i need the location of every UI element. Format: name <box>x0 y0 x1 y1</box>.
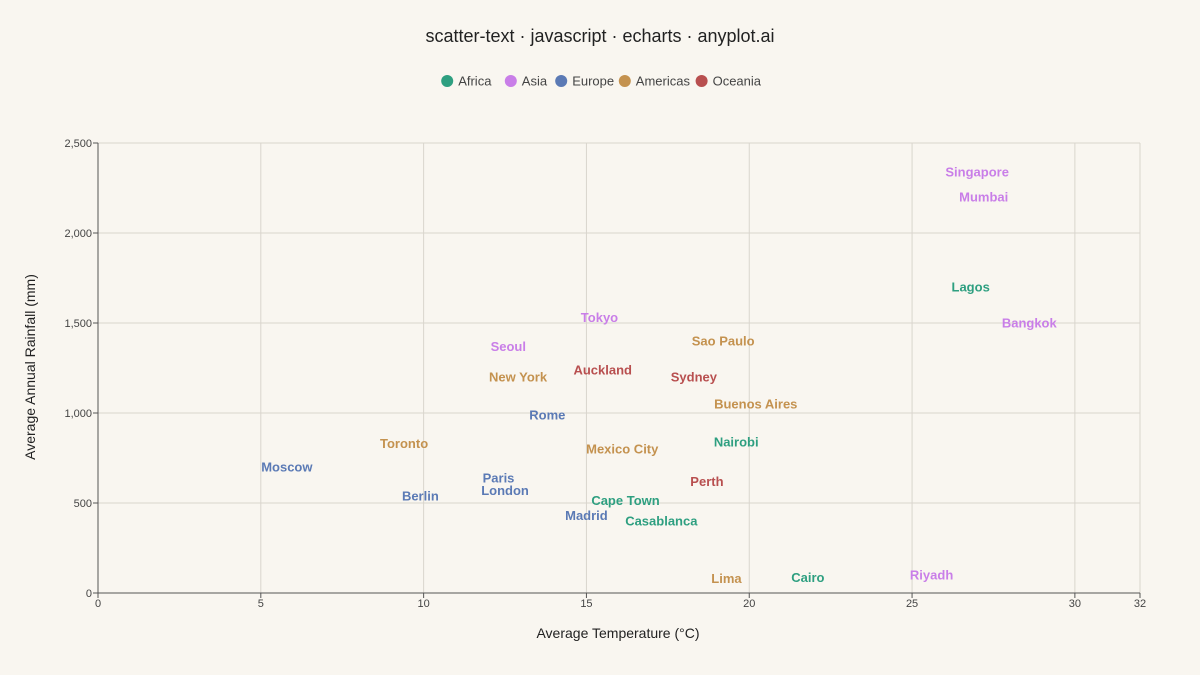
legend-item-europe[interactable]: Europe <box>555 74 614 89</box>
data-labels: Singapore Mumbai Lagos Bangkok Tokyo Seoul Sao… <box>261 164 1057 586</box>
point-label-riyadh: Riyadh <box>910 568 953 583</box>
point-label-paris: Paris <box>483 470 515 485</box>
point-label-lima: Lima <box>711 571 742 586</box>
x-tick-label: 32 <box>1134 598 1146 610</box>
point-label-london: London <box>481 483 529 498</box>
tick-labels: 0 5 10 15 20 25 30 32 0 500 1,000 1,500 2,000 2,500 <box>64 138 1146 610</box>
legend-dot <box>618 75 631 87</box>
point-label-tokyo: Tokyo <box>581 310 618 325</box>
y-tick-label: 0 <box>86 588 92 600</box>
x-tick-label: 30 <box>1069 598 1081 610</box>
point-label-berlin: Berlin <box>402 488 439 503</box>
y-tick-label: 2,500 <box>64 138 92 150</box>
point-label-singapore: Singapore <box>945 164 1009 179</box>
point-label-moscow: Moscow <box>261 460 313 475</box>
legend-dot <box>555 75 568 87</box>
point-label-cape-town: Cape Town <box>591 493 659 508</box>
point-label-sydney: Sydney <box>671 370 718 385</box>
point-label-bangkok: Bangkok <box>1002 316 1058 331</box>
x-tick-label: 20 <box>743 598 755 610</box>
x-tick-label: 25 <box>906 598 918 610</box>
point-label-madrid: Madrid <box>565 508 608 523</box>
legend-label: Africa <box>458 74 492 89</box>
legend-dot <box>504 75 517 87</box>
legend-dot <box>441 75 454 87</box>
legend-item-americas[interactable]: Americas <box>618 74 691 89</box>
legend-item-asia[interactable]: Asia <box>504 74 548 89</box>
legend-label: Oceania <box>713 74 762 89</box>
legend-label: Europe <box>572 74 614 89</box>
x-axis-label: Average Temperature (°C) <box>536 625 699 641</box>
point-label-mumbai: Mumbai <box>959 190 1008 205</box>
point-label-seoul: Seoul <box>491 339 526 354</box>
point-label-sao-paulo: Sao Paulo <box>692 334 755 349</box>
point-label-mexico-city: Mexico City <box>586 442 659 457</box>
legend: Africa Asia Europe Americas Oceania <box>441 74 762 89</box>
x-tick-label: 10 <box>418 598 430 610</box>
point-label-perth: Perth <box>690 474 723 489</box>
point-label-cairo: Cairo <box>791 570 824 585</box>
y-axis-label: Average Annual Rainfall (mm) <box>22 274 38 460</box>
y-tick-label: 1,000 <box>64 408 92 420</box>
legend-item-africa[interactable]: Africa <box>441 74 492 89</box>
point-label-auckland: Auckland <box>573 362 632 377</box>
grid <box>97 142 1141 594</box>
point-label-lagos: Lagos <box>952 280 990 295</box>
point-label-rome: Rome <box>529 407 565 422</box>
y-tick-label: 500 <box>74 498 92 510</box>
legend-label: Americas <box>636 74 691 89</box>
legend-label: Asia <box>522 74 548 89</box>
legend-item-oceania[interactable]: Oceania <box>695 74 762 89</box>
legend-dot <box>695 75 708 87</box>
axes <box>93 142 1141 598</box>
x-tick-label: 0 <box>95 598 101 610</box>
point-label-new-york: New York <box>489 370 548 385</box>
point-label-casablanca: Casablanca <box>625 514 698 529</box>
point-label-nairobi: Nairobi <box>714 434 759 449</box>
y-tick-label: 2,000 <box>64 228 92 240</box>
point-label-toronto: Toronto <box>380 436 428 451</box>
x-tick-label: 5 <box>258 598 264 610</box>
x-tick-label: 15 <box>580 598 592 610</box>
point-label-buenos-aires: Buenos Aires <box>714 397 797 412</box>
y-tick-label: 1,500 <box>64 318 92 330</box>
chart-title: scatter-text · javascript · echarts · an… <box>425 26 774 46</box>
